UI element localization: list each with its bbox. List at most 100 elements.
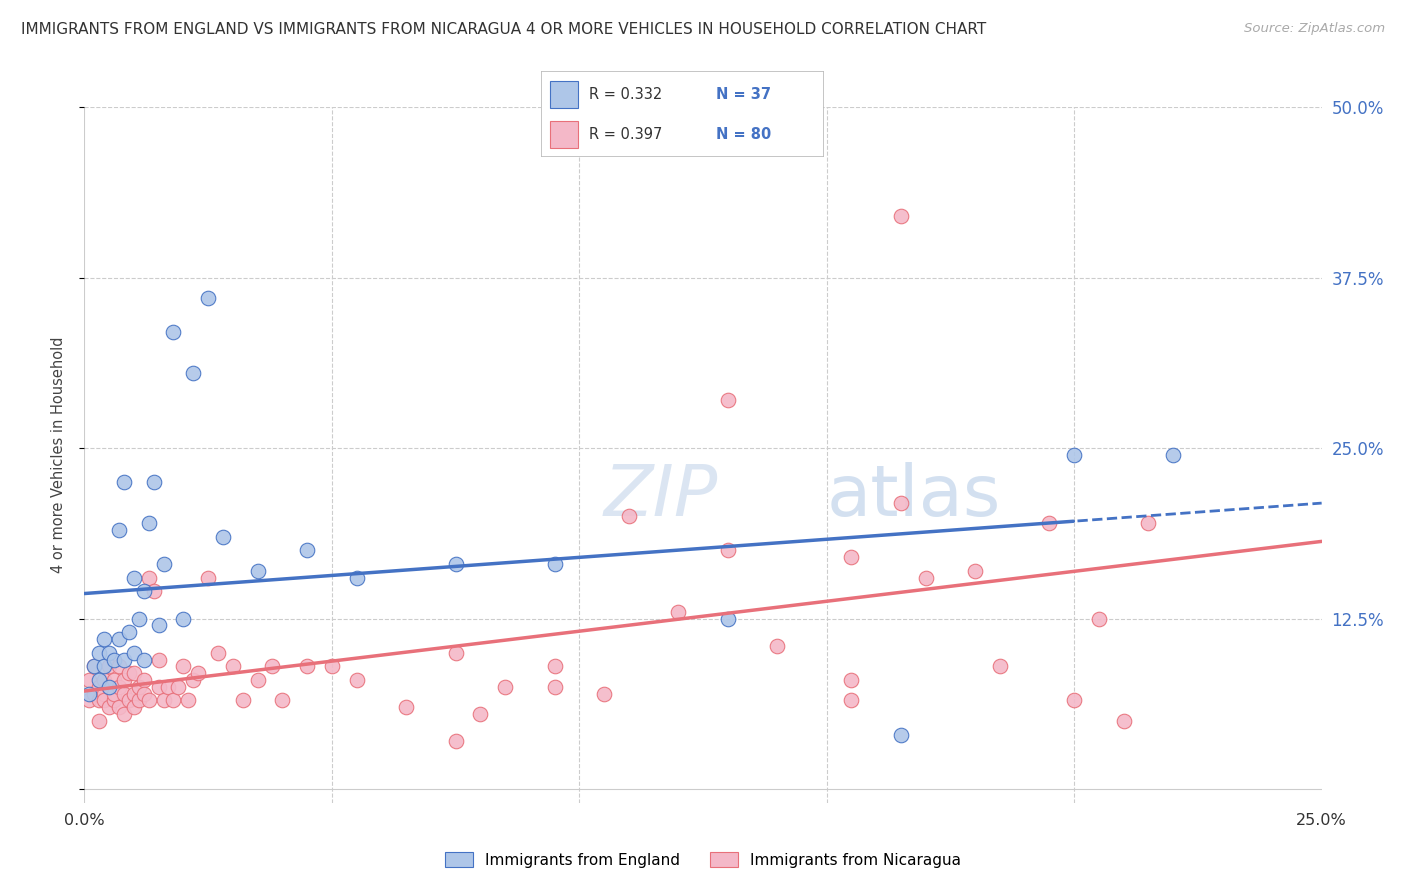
Point (346, 571, 368, 585)
Point (89, 680, 111, 694)
Point (1161, 448, 1184, 462)
Point (79, 693, 101, 707)
Point (108, 659, 131, 673)
Point (988, 659, 1011, 673)
Text: N = 37: N = 37 (716, 87, 770, 102)
Point (89, 673, 111, 687)
Point (172, 612, 194, 626)
Point (890, 496, 912, 510)
Point (108, 632, 131, 646)
Point (197, 291, 219, 305)
Point (112, 687, 135, 701)
Point (118, 625, 141, 640)
Point (93, 632, 115, 646)
Point (128, 612, 150, 626)
Point (122, 700, 145, 714)
Point (98, 680, 121, 694)
Point (262, 659, 284, 673)
Text: R = 0.397: R = 0.397 (589, 127, 662, 142)
Point (1038, 516, 1060, 530)
Point (89, 646, 111, 660)
Point (321, 659, 343, 673)
Point (132, 687, 155, 701)
Point (717, 393, 740, 408)
Point (766, 639, 789, 653)
Text: atlas: atlas (827, 462, 1001, 531)
Point (93, 673, 115, 687)
Text: ZIP: ZIP (605, 462, 718, 531)
Point (666, 605, 689, 619)
Point (593, 687, 616, 701)
Point (142, 584, 165, 599)
Point (122, 666, 145, 681)
Point (112, 652, 135, 666)
Point (108, 700, 131, 714)
Point (103, 693, 125, 707)
Point (617, 509, 640, 524)
Point (197, 571, 219, 585)
Point (187, 666, 209, 681)
Point (83, 659, 105, 673)
Point (890, 209, 912, 223)
Point (246, 673, 269, 687)
Point (89, 693, 111, 707)
Point (271, 693, 294, 707)
Text: R = 0.332: R = 0.332 (589, 87, 662, 102)
Point (1063, 448, 1085, 462)
Point (148, 680, 170, 694)
Point (132, 652, 155, 666)
Point (444, 557, 467, 571)
Point (83, 659, 105, 673)
Point (128, 693, 150, 707)
Point (181, 673, 204, 687)
Point (172, 659, 194, 673)
Point (142, 475, 165, 490)
Point (914, 571, 936, 585)
Text: IMMIGRANTS FROM ENGLAND VS IMMIGRANTS FROM NICARAGUA 4 OR MORE VEHICLES IN HOUSE: IMMIGRANTS FROM ENGLAND VS IMMIGRANTS FR… (21, 22, 987, 37)
Point (841, 550, 863, 565)
Point (108, 523, 131, 537)
Point (470, 707, 492, 722)
Point (246, 564, 269, 578)
Point (98, 659, 121, 673)
Point (207, 646, 229, 660)
Point (181, 366, 204, 380)
Point (543, 680, 565, 694)
Point (138, 571, 160, 585)
Legend: Immigrants from England, Immigrants from Nicaragua: Immigrants from England, Immigrants from… (437, 844, 969, 875)
Point (93, 659, 115, 673)
Point (841, 693, 863, 707)
Point (543, 557, 565, 571)
Point (148, 652, 170, 666)
Point (98, 680, 121, 694)
Point (83, 687, 105, 701)
Text: N = 80: N = 80 (716, 127, 770, 142)
Point (1137, 516, 1160, 530)
Point (79, 673, 101, 687)
Point (112, 707, 135, 722)
Point (93, 687, 115, 701)
Point (295, 659, 318, 673)
Point (162, 325, 184, 339)
Point (444, 646, 467, 660)
Point (122, 646, 145, 660)
Point (152, 693, 174, 707)
Bar (550, 80, 578, 108)
Point (717, 612, 740, 626)
Point (128, 680, 150, 694)
Point (122, 571, 145, 585)
Point (717, 543, 740, 558)
Point (212, 530, 235, 544)
Point (122, 687, 145, 701)
Point (157, 680, 180, 694)
Point (79, 687, 101, 701)
Point (112, 673, 135, 687)
Bar (550, 120, 578, 147)
Point (890, 728, 912, 742)
Point (93, 693, 115, 707)
Point (98, 700, 121, 714)
Point (395, 700, 418, 714)
Point (118, 693, 141, 707)
Point (232, 693, 254, 707)
Point (132, 584, 155, 599)
